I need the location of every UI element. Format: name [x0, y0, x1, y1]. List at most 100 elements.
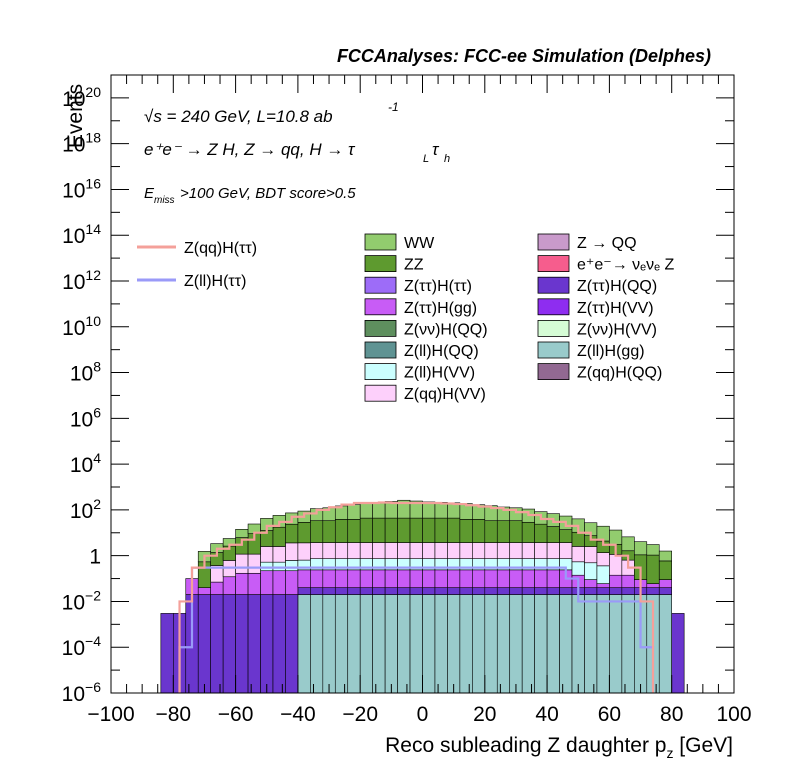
- legend-swatch: [364, 341, 397, 359]
- bar-z-h-qq--11: [247, 594, 261, 694]
- bar-z-h-gg--29: [472, 569, 486, 588]
- y-tick-label: 104: [70, 450, 101, 477]
- legend-label: Z(qq)H(ττ): [184, 240, 257, 257]
- legend-label: Z(νν)H(VV): [577, 321, 657, 338]
- legend-c2-0: Z → QQ: [537, 233, 637, 252]
- bar-z-h-qq--40: [609, 587, 623, 595]
- legend-c1-5: Z(ll)H(QQ): [364, 341, 479, 360]
- bar-z-ll-h-gg--38: [584, 594, 598, 694]
- bar-zz-30: [484, 520, 498, 543]
- energy-sup: -1: [388, 100, 399, 114]
- legend-label: Z(qq)H(VV): [404, 386, 486, 403]
- x-tick-label: 0: [417, 703, 429, 726]
- bar-z-qq-h-vv--32: [509, 542, 523, 559]
- legend-swatch: [364, 233, 397, 251]
- legend-swatch: [537, 319, 570, 337]
- bar-z-ll-h-gg--28: [459, 594, 473, 694]
- legend-label: Z(ll)H(QQ): [404, 343, 479, 360]
- bar-zz-20: [359, 517, 373, 543]
- bar-z-h-qq--31: [496, 587, 511, 595]
- bar-z-h-qq--34: [534, 587, 548, 595]
- legend-swatch: [537, 363, 570, 381]
- bar-zz-22: [384, 517, 398, 543]
- legend-c2-4: Z(νν)H(VV): [537, 319, 657, 338]
- bar-z-h-gg--27: [447, 569, 461, 588]
- bar-z-h-gg--21: [372, 569, 386, 588]
- bar-z-h-gg--44: [658, 579, 672, 588]
- bar-z-h-qq--24: [409, 587, 423, 595]
- y-tick-label: 1010: [62, 313, 101, 340]
- bar-z-qq-h-vv--10: [235, 553, 249, 574]
- legend-label: Z(ll)H(gg): [577, 343, 645, 360]
- bar-zz-25: [422, 517, 436, 543]
- bar-z-qq-h-vv--39: [596, 552, 610, 567]
- legend-label: Z(qq)H(QQ): [577, 365, 662, 382]
- bar-z-ll-h-vv--14: [285, 560, 299, 572]
- signal-lines: [178, 501, 655, 693]
- x-axis-label: Reco subleading Z daughter pz [GeV]: [385, 734, 733, 761]
- signal-line-qq-tautau: [178, 501, 655, 693]
- bar-z-h-gg--26: [434, 569, 448, 588]
- bar-zz-18: [334, 519, 349, 543]
- bar-z-qq-h-vv--16: [310, 542, 324, 559]
- energy-text: √s = 240 GeV, L=10.8 ab: [144, 107, 333, 126]
- legend-c2-3: Z(ττ)H(VV): [537, 298, 654, 317]
- bar-ww-41: [621, 536, 635, 552]
- bar-z-h-qq--45: [671, 613, 685, 694]
- bar-z-h-gg--11: [247, 572, 261, 595]
- bar-z-qq-h-vv--28: [459, 542, 473, 559]
- bar-z-qq-h-vv--22: [384, 542, 398, 559]
- bar-zz-16: [310, 520, 324, 543]
- bar-z-qq-h-vv--13: [272, 546, 286, 563]
- bar-z-h-qq--36: [559, 587, 573, 595]
- bar-zz-19: [347, 519, 361, 543]
- x-tick-label: 20: [473, 703, 496, 726]
- y-tick-label: 106: [70, 404, 101, 431]
- legend-swatch: [364, 319, 397, 337]
- y-tick-label: 1018: [62, 130, 101, 157]
- legend-swatch: [537, 341, 570, 359]
- bar-z-ll-h-gg--20: [359, 594, 373, 694]
- bar-z-ll-h-gg--37: [571, 594, 585, 694]
- bar-z-ll-h-vv--38: [584, 562, 598, 580]
- bar-zz-33: [521, 521, 535, 543]
- bar-zz-44: [658, 560, 672, 580]
- bar-z-h-gg--40: [609, 574, 623, 588]
- bar-zz-14: [285, 523, 299, 544]
- bar-zz-13: [272, 526, 286, 547]
- legend-label: WW: [404, 235, 435, 252]
- bar-z-h-qq--29: [472, 587, 486, 595]
- y-tick-label: 1016: [62, 175, 101, 202]
- bar-z-ll-h-gg--19: [347, 594, 361, 694]
- bar-z-h-gg--7: [197, 587, 211, 595]
- bar-zz-32: [509, 520, 523, 543]
- bar-z-h-qq--15: [297, 587, 311, 595]
- legend-swatch: [364, 276, 397, 294]
- bar-zz-27: [447, 517, 461, 543]
- bar-z-h-qq--13: [272, 594, 286, 694]
- x-tick-label: 60: [598, 703, 621, 726]
- x-tick-label: −20: [342, 703, 378, 726]
- bar-z-qq-h-vv--23: [397, 542, 411, 559]
- bar-z-ll-h-gg--26: [434, 594, 448, 694]
- bar-ww-20: [359, 503, 373, 519]
- bar-z-h-gg--8: [210, 581, 224, 595]
- bar-z-h-qq--12: [260, 594, 274, 694]
- bar-zz-15: [297, 522, 311, 544]
- bar-z-h-gg--14: [285, 570, 299, 595]
- bar-zz-28: [459, 519, 473, 543]
- bar-z-h-qq--33: [521, 587, 535, 595]
- bar-z-h-qq--18: [334, 587, 349, 595]
- bar-z-h-gg--43: [646, 583, 660, 588]
- bar-z-qq-h-vv--31: [496, 542, 511, 559]
- bar-ww-26: [434, 502, 448, 519]
- bar-z-ll-h-gg--33: [521, 594, 535, 694]
- histogram-bars: [160, 499, 685, 694]
- legend-c1-4: Z(νν)H(QQ): [364, 319, 488, 338]
- bar-z-qq-h-vv--18: [334, 542, 349, 559]
- legend-c1-1: ZZ: [364, 255, 424, 274]
- bar-z-h-gg--17: [322, 569, 336, 588]
- bar-z-h-qq--9: [222, 594, 236, 694]
- bar-z-qq-h-vv--19: [347, 542, 361, 559]
- bar-z-h-gg--39: [596, 583, 610, 588]
